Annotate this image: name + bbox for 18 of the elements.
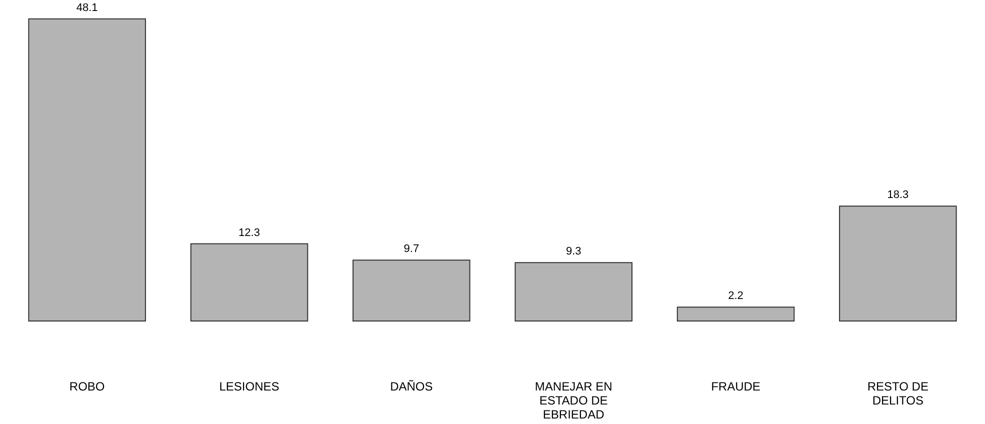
- data-label: 9.3: [566, 246, 582, 258]
- x-tick-label: RESTO DE DELITOS: [867, 380, 928, 408]
- bar: [352, 260, 470, 322]
- x-tick-label: MANEJAR EN ESTADO DE EBRIEDAD: [534, 380, 612, 422]
- x-tick-label: LESIONES: [219, 380, 280, 394]
- bar: [28, 18, 146, 322]
- data-label: 48.1: [76, 2, 98, 14]
- data-label: 12.3: [238, 226, 260, 239]
- bar: [676, 306, 795, 322]
- data-label: 9.7: [404, 243, 420, 256]
- x-tick-label: DAÑOS: [390, 380, 433, 394]
- bar: [514, 262, 632, 322]
- bar: [190, 243, 308, 322]
- data-label: 18.3: [887, 189, 909, 202]
- x-tick-label: ROBO: [69, 380, 105, 394]
- data-label: 2.2: [728, 290, 744, 302]
- bar: [839, 206, 957, 322]
- x-tick-label: FRAUDE: [711, 380, 760, 394]
